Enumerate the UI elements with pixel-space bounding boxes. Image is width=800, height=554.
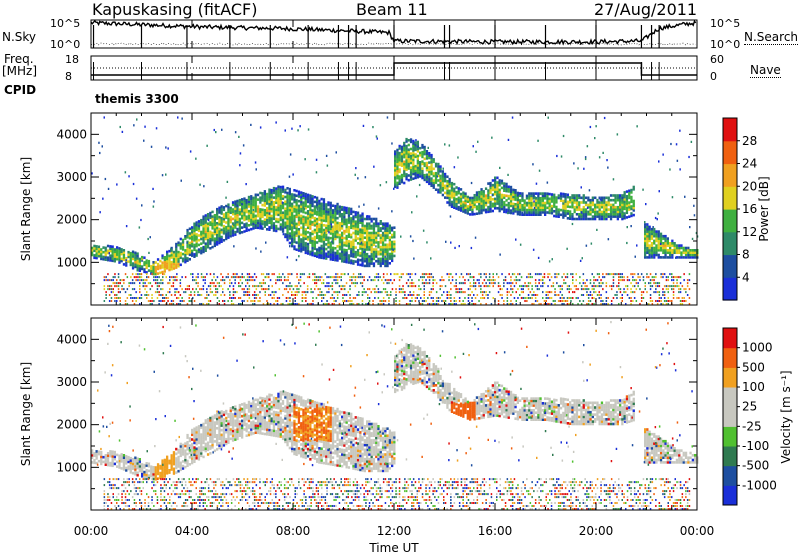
colorbar-tick-label: 25 xyxy=(742,400,757,414)
velocity-colorbar-frame xyxy=(722,327,738,506)
colorbar-tick-label: 20 xyxy=(742,179,757,193)
y-tick-label: 2000 xyxy=(56,418,87,432)
y-tick-label: 3000 xyxy=(56,375,87,389)
power-colorbar-segment xyxy=(723,231,737,256)
y-tick-label: 2000 xyxy=(56,213,87,227)
power-y-axis-label: Slant Range [km] xyxy=(19,157,33,261)
colorbar-tick-label: 16 xyxy=(742,202,757,216)
power-colorbar-segment xyxy=(723,277,737,301)
nave-tick-high: 60 xyxy=(710,53,724,66)
nsearch-tick-high: 10^5 xyxy=(710,17,741,30)
nsearch-tick-low: 10^0 xyxy=(710,38,741,51)
nave-tick-low: 0 xyxy=(710,70,717,83)
freq-tick-low: 8 xyxy=(65,70,72,83)
cpid-label: CPID xyxy=(4,83,37,97)
y-tick-label: 1000 xyxy=(56,460,87,474)
velocity-colorbar-segment xyxy=(723,485,737,506)
nsky-tick-high: 10^5 xyxy=(50,17,81,30)
y-tick-label: 1000 xyxy=(56,255,87,269)
date-title: 27/Aug/2011 xyxy=(594,0,698,19)
power-colorbar-label: Power [dB] xyxy=(757,176,771,241)
x-tick-label: 00:00 xyxy=(680,524,715,538)
velocity-colorbar-segment xyxy=(723,426,737,447)
colorbar-tick-label: -1000 xyxy=(742,478,777,492)
power-colorbar-segment xyxy=(723,163,737,187)
colorbar-tick-label: 8 xyxy=(742,248,750,262)
power-colorbar-segment xyxy=(723,209,737,233)
velocity-colorbar-segment xyxy=(723,347,737,368)
colorbar-tick-label: 500 xyxy=(742,360,765,374)
colorbar-tick-label: -25 xyxy=(742,419,762,433)
freq-label-1: Freq. xyxy=(4,52,34,66)
x-axis-label: Time UT xyxy=(368,541,419,554)
nave-label: Nave xyxy=(750,63,781,78)
x-tick-label: 00:00 xyxy=(74,524,109,538)
nsearch-label: N.Search xyxy=(744,30,799,45)
velocity-colorbar-segment xyxy=(723,406,737,427)
freq-tick-high: 18 xyxy=(65,53,79,66)
colorbar-tick-label: 4 xyxy=(742,270,750,284)
velocity-colorbar-segment xyxy=(723,465,737,486)
x-tick-label: 04:00 xyxy=(175,524,210,538)
nsky-tick-low: 10^0 xyxy=(50,38,81,51)
power-colorbar-segment xyxy=(723,140,737,165)
cpid-value: themis 3300 xyxy=(95,92,179,106)
velocity-echo-cells xyxy=(91,321,699,510)
velocity-colorbar-segment xyxy=(723,387,737,408)
power-colorbar-segment xyxy=(723,118,737,142)
colorbar-tick-label: -100 xyxy=(742,439,769,453)
colorbar-tick-label: -500 xyxy=(742,459,769,473)
x-tick-label: 20:00 xyxy=(579,524,614,538)
x-tick-label: 08:00 xyxy=(276,524,311,538)
power-colorbar-segment xyxy=(723,186,737,210)
colorbar-tick-label: 1000 xyxy=(742,341,773,355)
nsky-label: N.Sky xyxy=(2,30,37,44)
sky-noise-curve xyxy=(90,19,697,46)
velocity-colorbar-label: Velocity [m s⁻¹] xyxy=(779,370,793,463)
colorbar-tick-label: 100 xyxy=(742,380,765,394)
station-title: Kapuskasing (fitACF) xyxy=(92,0,258,19)
colorbar-tick-label: 12 xyxy=(742,225,757,239)
x-tick-label: 16:00 xyxy=(478,524,513,538)
y-tick-label: 3000 xyxy=(56,170,87,184)
y-tick-label: 4000 xyxy=(56,332,87,346)
velocity-colorbar-segment xyxy=(723,446,737,467)
x-tick-label: 12:00 xyxy=(377,524,412,538)
freq-label-2: [MHz] xyxy=(2,64,38,78)
colorbar-tick-label: 28 xyxy=(742,134,757,148)
frequency-line xyxy=(91,62,697,76)
y-tick-label: 4000 xyxy=(56,127,87,141)
velocity-colorbar-segment xyxy=(723,328,737,349)
power-echo-cells xyxy=(91,116,699,305)
velocity-colorbar-segment xyxy=(723,367,737,388)
power-colorbar-segment xyxy=(723,254,737,278)
beam-title: Beam 11 xyxy=(356,0,428,19)
colorbar-tick-label: 24 xyxy=(742,157,757,171)
search-noise-curve xyxy=(91,42,696,46)
velocity-y-axis-label: Slant Range [km] xyxy=(19,362,33,466)
